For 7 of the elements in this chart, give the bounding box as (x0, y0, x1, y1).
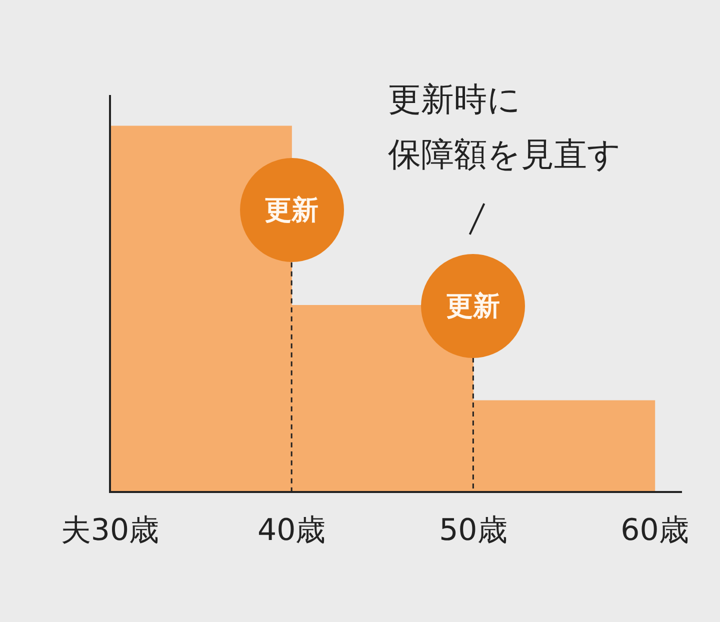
text: 更新時に (388, 80, 521, 119)
x-tick-label: 60歳 (620, 512, 689, 548)
round-badge: 更新 (421, 254, 526, 358)
x-tick-label: 50歳 (439, 512, 508, 548)
x-tick-label: 夫30歳 (60, 512, 160, 548)
x-tick-label: 40歳 (257, 512, 326, 548)
annotation: 保障額を見直す (388, 134, 621, 174)
